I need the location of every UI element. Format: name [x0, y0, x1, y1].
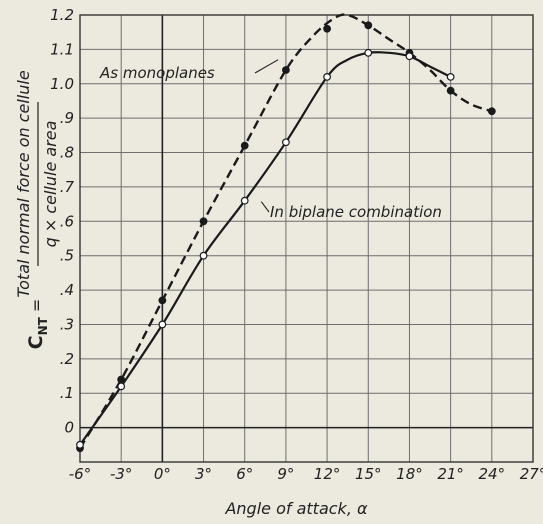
series-layer	[76, 13, 496, 453]
y-tick-label: .6	[60, 212, 74, 230]
y-axis-title: CNT = Total normal force on cellule q × …	[14, 70, 60, 349]
data-point-biplane	[117, 382, 126, 391]
x-tick-label: 15°	[355, 465, 382, 483]
data-point-biplane	[282, 138, 290, 147]
annotation-monoplanes: As monoplanes	[99, 64, 215, 82]
annotations: As monoplanes In biplane combination	[99, 59, 442, 221]
y-tick-label: .9	[60, 109, 74, 127]
y-tick-label: .1	[60, 384, 74, 402]
y-tick-label: 1.2	[50, 6, 74, 24]
x-axis-title: Angle of attack, α	[224, 499, 368, 518]
series-line-monoplanes	[78, 13, 493, 449]
y-tick-label: .5	[60, 247, 74, 265]
y-tick-label: 1.1	[50, 40, 74, 58]
y-tick-label: 1.0	[50, 75, 74, 93]
grid	[79, 14, 534, 463]
data-point-biplane	[158, 320, 167, 329]
plot-frame	[79, 14, 534, 463]
data-point-monoplanes	[158, 296, 167, 305]
x-tick-label: 27°	[520, 465, 543, 483]
y-tick-label: .7	[60, 178, 75, 196]
data-point-monoplanes	[240, 141, 249, 150]
x-tick-label: 0°	[154, 465, 171, 483]
data-point-biplane	[446, 72, 455, 81]
y-axis-equals: =	[27, 299, 46, 318]
series-line-biplane	[79, 51, 452, 446]
data-point-monoplanes	[487, 107, 496, 116]
svg-text:CNT =: CNT =	[25, 299, 50, 350]
data-point-biplane	[240, 196, 249, 205]
x-tick-label: 24°	[479, 465, 506, 483]
data-point-monoplanes	[117, 375, 126, 384]
y-axis-denominator: q × cellule area	[41, 121, 60, 248]
y-tick-label: 0	[64, 419, 74, 437]
data-point-monoplanes	[282, 66, 290, 74]
y-axis-numerator: Total normal force on cellule	[14, 70, 33, 297]
x-tick-label: 6°	[236, 465, 253, 483]
data-point-monoplanes	[323, 24, 331, 33]
data-point-biplane	[364, 48, 373, 57]
annotation-biplane: In biplane combination	[270, 203, 442, 221]
x-tick-labels: -6° -3° 0° 3° 6° 9° 12° 15° 18° 21° 24° 27°	[69, 465, 543, 483]
data-point-monoplanes	[364, 21, 373, 30]
x-tick-label: -6°	[69, 465, 91, 483]
x-tick-label: 3°	[195, 465, 212, 483]
x-tick-label: 18°	[396, 465, 423, 483]
data-point-biplane	[199, 251, 208, 260]
y-tick-label: .4	[60, 281, 74, 299]
leader-line-monoplanes	[254, 59, 279, 74]
data-point-biplane	[76, 440, 84, 449]
y-tick-label: .2	[60, 350, 74, 368]
data-point-biplane	[323, 72, 331, 81]
x-tick-label: 21°	[437, 465, 464, 483]
y-tick-label: .3	[60, 315, 74, 333]
y-axis-subscript: NT	[36, 316, 50, 335]
x-tick-label: 9°	[277, 465, 294, 483]
data-point-monoplanes	[199, 217, 208, 226]
data-point-monoplanes	[446, 86, 455, 95]
y-tick-labels: 0 .1 .2 .3 .4 .5 .6 .7 .8 .9 1.0 1.1 1.2	[50, 6, 74, 437]
leader-line-biplane	[260, 201, 270, 213]
y-axis-symbol: C	[25, 335, 47, 349]
x-tick-label: -3°	[110, 465, 132, 483]
data-point-biplane	[405, 52, 414, 61]
x-tick-label: 12°	[314, 465, 341, 483]
y-tick-label: .8	[60, 144, 74, 162]
